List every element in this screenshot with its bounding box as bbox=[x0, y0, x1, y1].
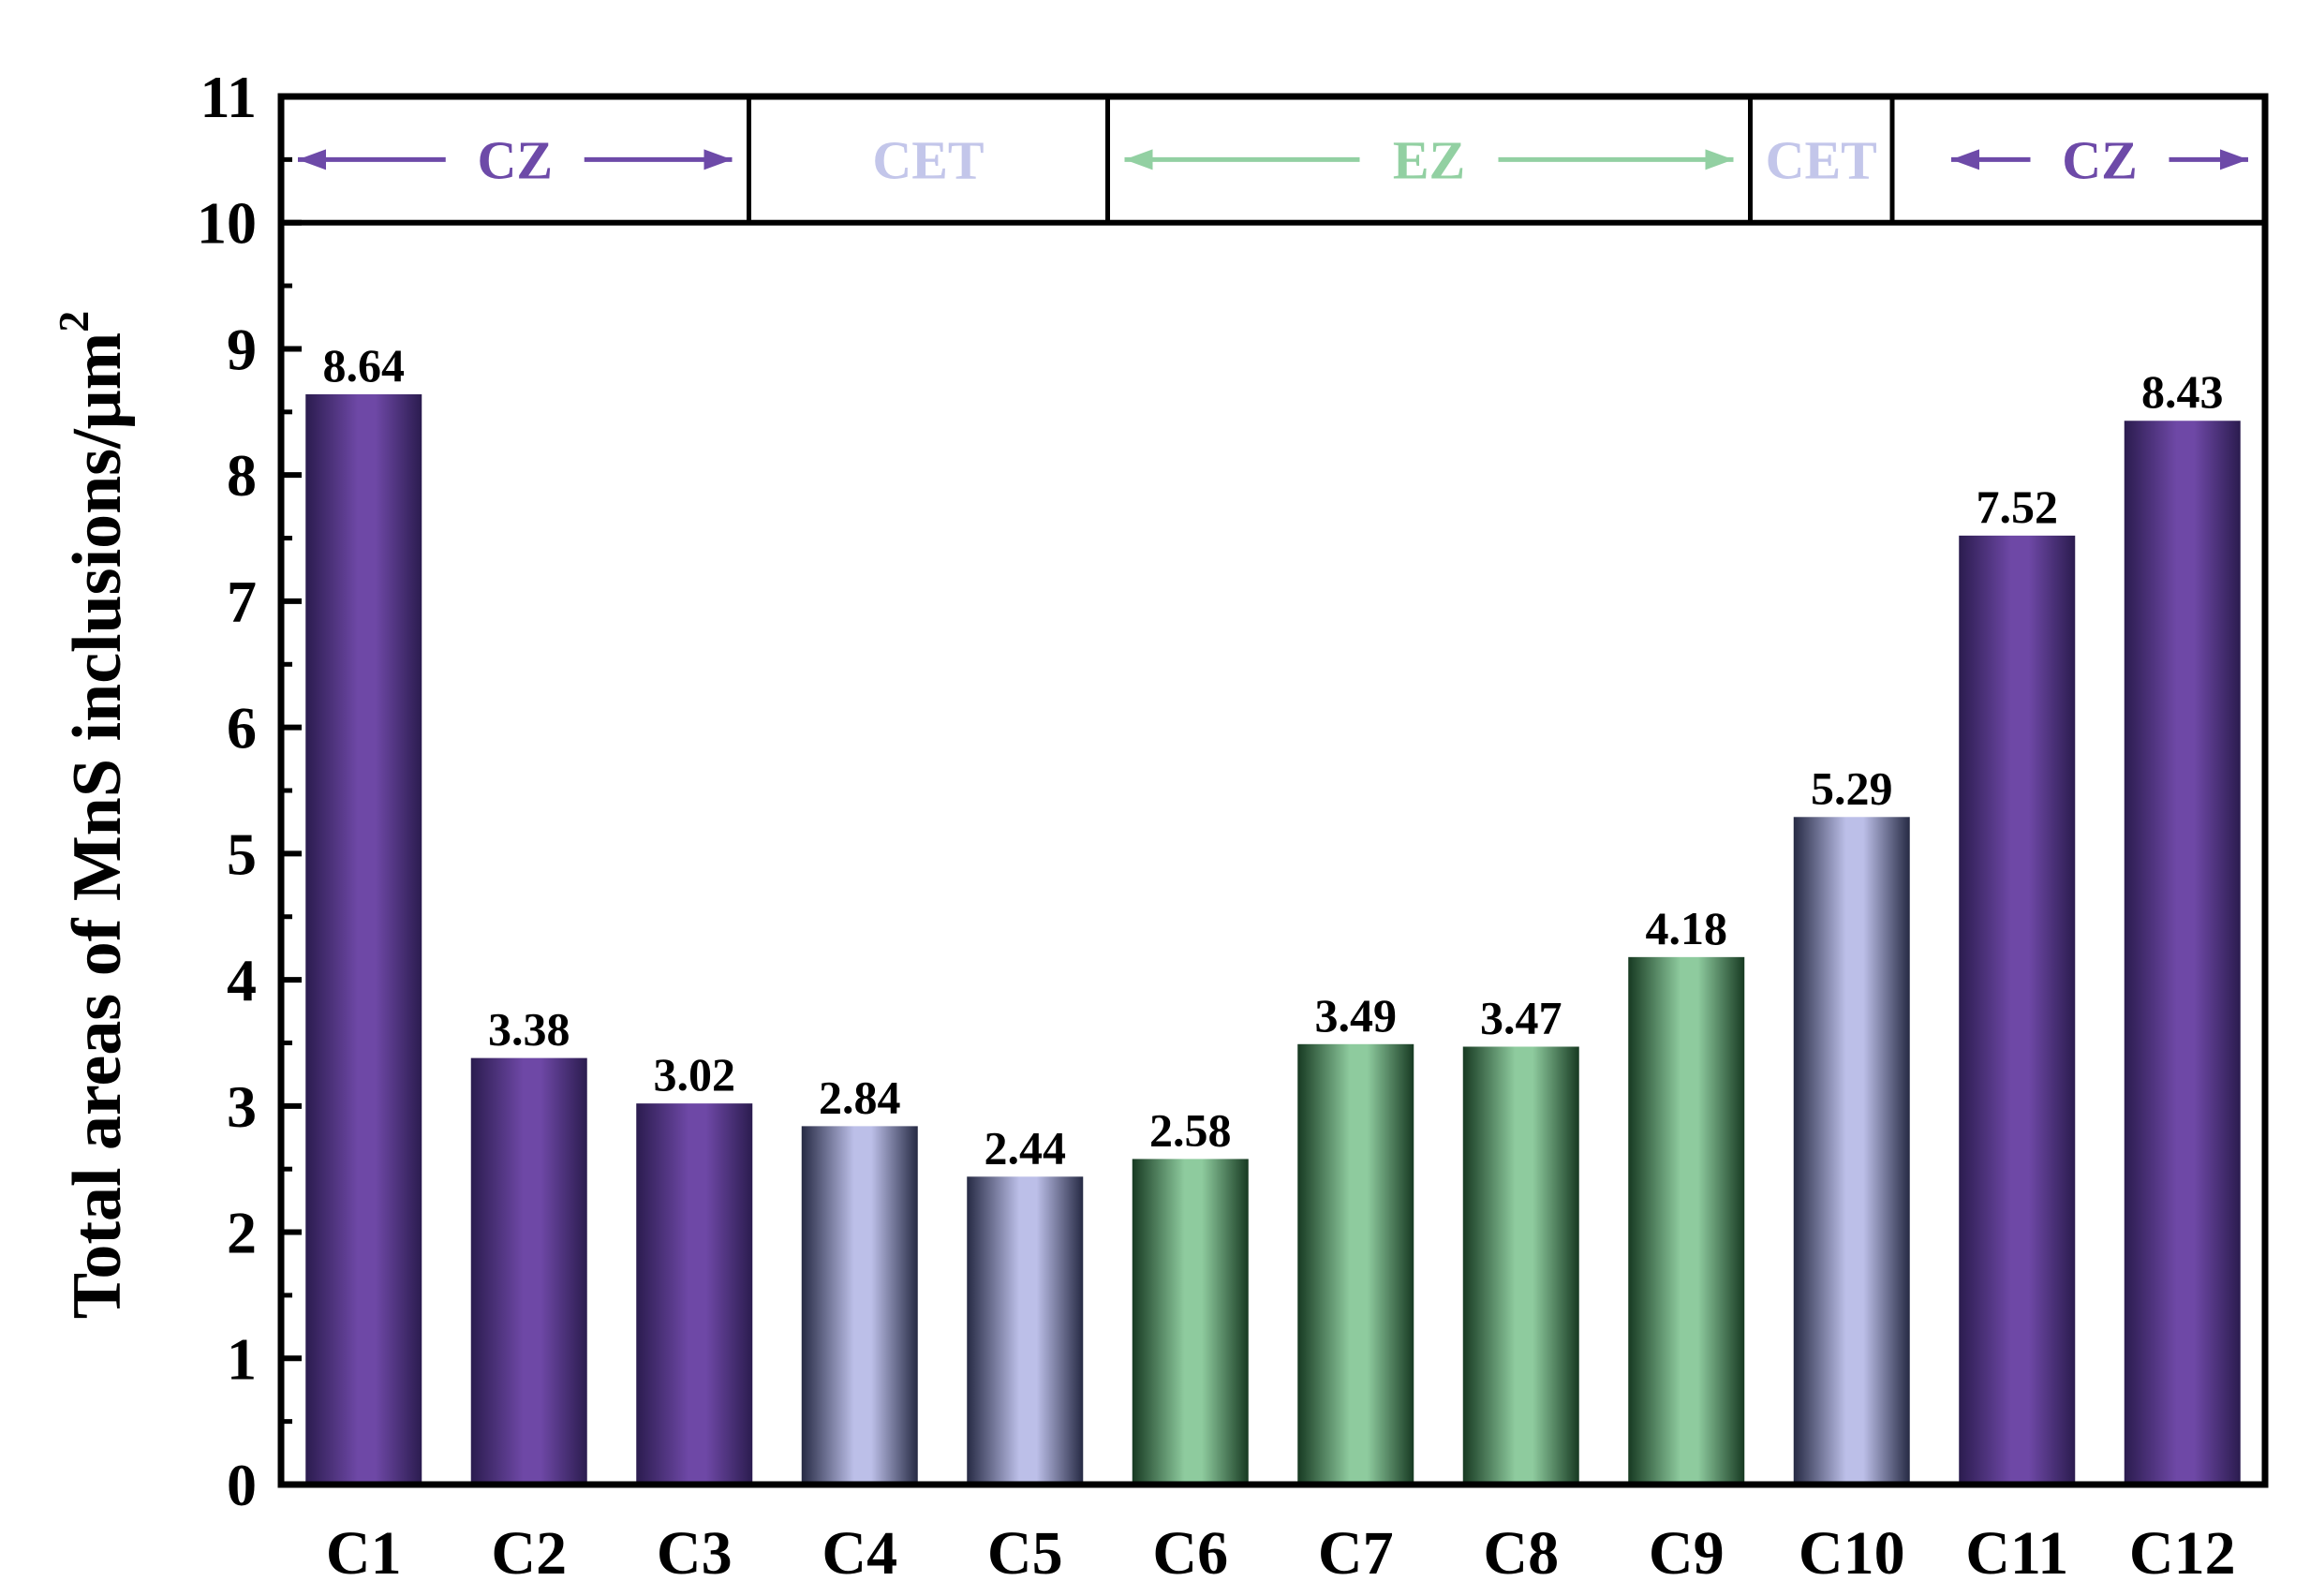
bar-c12 bbox=[2124, 421, 2241, 1485]
bar-c11 bbox=[1959, 535, 2076, 1485]
x-tick-label-c11: C11 bbox=[1965, 1519, 2068, 1588]
zone-label-ez-2: EZ bbox=[1393, 129, 1465, 190]
zone-arrow-right-2-head bbox=[1705, 149, 1734, 170]
data-label-c9: 4.18 bbox=[1646, 902, 1728, 954]
zone-arrow-right-0-head bbox=[703, 149, 733, 170]
data-label-c8: 3.47 bbox=[1480, 991, 1562, 1043]
axes bbox=[277, 93, 2269, 1488]
x-tick-label-c9: C9 bbox=[1649, 1519, 1725, 1588]
y-tick-label-7: 7 bbox=[227, 569, 257, 635]
x-tick-label-c2: C2 bbox=[491, 1519, 567, 1588]
bar-c7 bbox=[1297, 1043, 1414, 1485]
bar-c3 bbox=[636, 1103, 753, 1485]
y-tick-label-1: 1 bbox=[227, 1325, 257, 1392]
x-tick-label-c1: C1 bbox=[326, 1519, 402, 1588]
y-tick-label-5: 5 bbox=[227, 820, 257, 887]
x-tick-label-c7: C7 bbox=[1318, 1519, 1394, 1588]
bar-c10 bbox=[1793, 817, 1910, 1485]
zone-band bbox=[298, 149, 2248, 170]
data-label-c7: 3.49 bbox=[1315, 989, 1398, 1042]
data-label-c1: 8.64 bbox=[323, 339, 406, 392]
data-label-c12: 8.43 bbox=[2141, 365, 2224, 418]
y-tick-label-10: 10 bbox=[197, 190, 257, 257]
y-tick-label-3: 3 bbox=[227, 1073, 257, 1140]
bar-c4 bbox=[801, 1126, 918, 1485]
bar-c2 bbox=[470, 1057, 587, 1485]
data-label-c6: 2.58 bbox=[1149, 1103, 1232, 1156]
y-axis-title: Total areas of MnS inclusions/μm2 bbox=[50, 311, 136, 1319]
x-tick-label-c4: C4 bbox=[822, 1519, 897, 1588]
y-tick-label-9: 9 bbox=[227, 316, 257, 382]
bar-c9 bbox=[1628, 956, 1745, 1485]
data-label-c4: 2.84 bbox=[819, 1071, 901, 1123]
y-axis-title-superscript: 2 bbox=[50, 311, 97, 332]
zone-arrow-left-0-head bbox=[298, 149, 326, 170]
y-tick-label-4: 4 bbox=[227, 947, 257, 1013]
y-tick-label-0: 0 bbox=[227, 1452, 257, 1518]
data-label-c10: 5.29 bbox=[1811, 761, 1893, 814]
data-label-c5: 2.44 bbox=[985, 1121, 1067, 1174]
y-axis-title-text: Total areas of MnS inclusions/μm bbox=[59, 332, 136, 1319]
zone-label-cz-4: CZ bbox=[2062, 129, 2138, 190]
bar-c8 bbox=[1462, 1046, 1579, 1485]
zone-arrow-right-4-head bbox=[2220, 149, 2248, 170]
y-tick-label-6: 6 bbox=[227, 695, 257, 761]
bar-c6 bbox=[1132, 1159, 1249, 1485]
data-label-c11: 7.52 bbox=[1977, 480, 2059, 533]
zone-arrow-left-4-head bbox=[1951, 149, 1979, 170]
x-tick-label-c3: C3 bbox=[657, 1519, 733, 1588]
bar-c1 bbox=[305, 393, 422, 1485]
labels: 8.64 C1 3.38 C2 3.02 C3 2.84 C4 2.44 C5 2.58 C6 3.49… bbox=[197, 64, 2236, 1588]
zone-label-cz-0: CZ bbox=[477, 129, 553, 190]
y-tick-label-11: 11 bbox=[200, 64, 257, 130]
y-tick-label-8: 8 bbox=[227, 442, 257, 509]
x-tick-label-c6: C6 bbox=[1152, 1519, 1228, 1588]
zone-label-cet-3: CET bbox=[1766, 129, 1877, 190]
y-tick-label-2: 2 bbox=[227, 1200, 257, 1266]
x-tick-label-c8: C8 bbox=[1483, 1519, 1559, 1588]
bar-c5 bbox=[967, 1176, 1084, 1485]
zone-arrow-left-2-head bbox=[1124, 149, 1153, 170]
data-label-c2: 3.38 bbox=[488, 1003, 570, 1056]
x-tick-label-c10: C10 bbox=[1799, 1519, 1905, 1588]
zone-label-cet-1: CET bbox=[872, 129, 984, 190]
data-label-c3: 3.02 bbox=[654, 1048, 736, 1101]
x-tick-label-c12: C12 bbox=[2129, 1519, 2236, 1588]
bars bbox=[305, 393, 2241, 1485]
x-tick-label-c5: C5 bbox=[987, 1519, 1063, 1588]
